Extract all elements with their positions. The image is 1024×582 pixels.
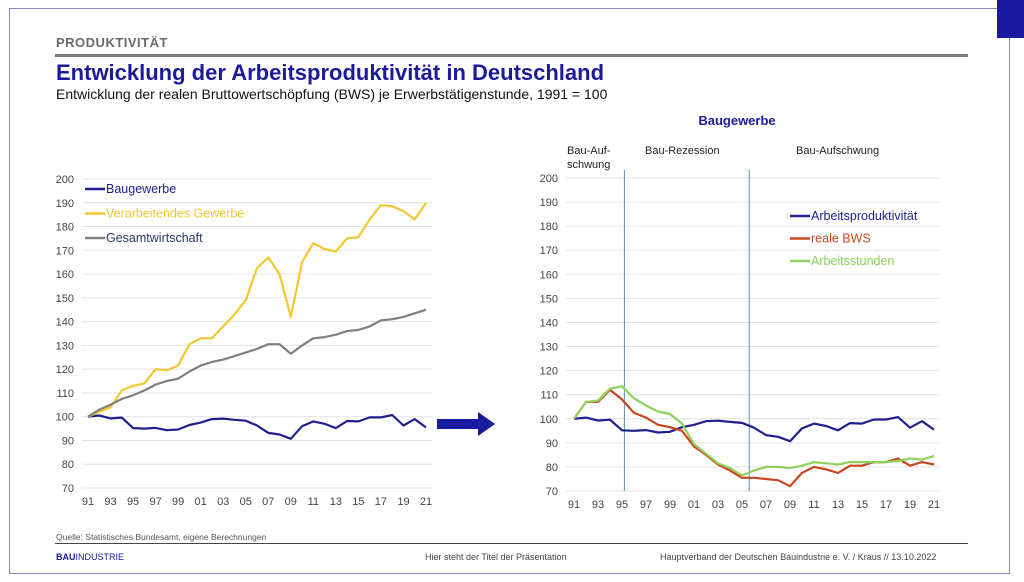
phase-label-1-line2: schwung	[567, 159, 610, 171]
header-divider	[55, 54, 968, 57]
y-tick-label: 80	[62, 459, 74, 471]
right-chart-title: Baugewerbe	[698, 113, 775, 128]
phase-label-3: Bau-Aufschwung	[796, 145, 879, 157]
y-tick-label: 160	[540, 269, 558, 281]
y-tick-label: 140	[56, 317, 74, 329]
legend-label: Baugewerbe	[106, 182, 176, 196]
x-tick-label: 03	[217, 496, 229, 508]
x-tick-label: 01	[195, 496, 207, 508]
x-tick-label: 15	[352, 496, 364, 508]
x-tick-label: 17	[375, 496, 387, 508]
presentation-title: Hier steht der Titel der Präsentation	[425, 552, 567, 562]
y-tick-label: 140	[540, 317, 558, 329]
y-tick-label: 90	[62, 435, 74, 447]
y-tick-label: 70	[62, 483, 74, 495]
x-tick-label: 05	[736, 499, 748, 511]
x-tick-label: 09	[784, 499, 796, 511]
y-tick-label: 190	[540, 197, 558, 209]
x-tick-label: 99	[172, 496, 184, 508]
series-line-baugewerbe	[87, 413, 427, 440]
logo-rest: INDUSTRIE	[75, 552, 125, 562]
x-tick-label: 15	[856, 499, 868, 511]
x-tick-label: 97	[640, 499, 652, 511]
y-tick-label: 200	[56, 174, 74, 186]
phase-label-1: Bau-Auf-	[567, 145, 611, 157]
footer-author-date: Hauptverband der Deutschen Bauindustrie …	[660, 552, 937, 562]
legend-label: Verarbeitendes Gewerbe	[106, 207, 244, 221]
x-tick-label: 11	[308, 496, 319, 508]
legend-label: reale BWS	[811, 232, 871, 246]
x-tick-label: 19	[397, 496, 409, 508]
x-tick-label: 07	[760, 499, 772, 511]
y-tick-label: 200	[540, 173, 558, 185]
y-tick-label: 150	[56, 293, 74, 305]
x-tick-label: 09	[285, 496, 297, 508]
y-tick-label: 100	[56, 412, 74, 424]
x-tick-label: 13	[330, 496, 342, 508]
x-tick-label: 99	[664, 499, 676, 511]
x-tick-label: 19	[904, 499, 916, 511]
y-tick-label: 170	[540, 245, 558, 257]
y-tick-label: 110	[56, 388, 74, 400]
x-tick-label: 21	[928, 499, 940, 511]
y-tick-label: 130	[540, 342, 558, 354]
x-tick-label: 07	[262, 496, 274, 508]
series-line-reale-bws	[573, 388, 935, 488]
x-tick-label: 17	[880, 499, 892, 511]
y-tick-label: 160	[56, 269, 74, 281]
logo: BAUINDUSTRIE	[56, 552, 124, 562]
section-label: PRODUKTIVITÄT	[56, 35, 168, 50]
chart-left: 70 80 90 100 110 120 130 140 150 160 170 180 190 200 9…	[56, 174, 432, 508]
x-tick-label: 95	[127, 496, 139, 508]
legend-label: Gesamtwirtschaft	[106, 231, 203, 245]
x-tick-label: 93	[592, 499, 604, 511]
y-tick-label: 190	[56, 198, 74, 210]
y-tick-label: 120	[540, 366, 558, 378]
phase-label-2: Bau-Rezession	[645, 145, 720, 157]
series-line-verarbeitendes-gewerbe	[87, 202, 427, 418]
legend-label: Arbeitsstunden	[811, 254, 894, 268]
chart-right: 70 80 90 100 110 120 130 140 150 160 170 180 190 200 9…	[540, 170, 940, 511]
x-tick-label: 91	[568, 499, 580, 511]
arrow-icon	[437, 412, 495, 436]
logo-bold: BAU	[56, 552, 76, 562]
y-tick-label: 100	[540, 414, 558, 426]
x-tick-label: 97	[149, 496, 161, 508]
y-tick-label: 130	[56, 340, 74, 352]
y-tick-label: 110	[540, 390, 558, 402]
x-tick-label: 03	[712, 499, 724, 511]
x-tick-label: 21	[420, 496, 432, 508]
slide-frame	[9, 8, 1010, 574]
x-tick-label: 91	[82, 496, 94, 508]
y-tick-label: 170	[56, 245, 74, 257]
y-tick-label: 180	[540, 221, 558, 233]
y-tick-label: 120	[56, 364, 74, 376]
x-tick-label: 11	[808, 499, 819, 511]
page-subtitle: Entwicklung der realen Bruttowertschöpfu…	[56, 86, 608, 102]
legend-label: Arbeitsproduktivität	[811, 209, 918, 223]
x-tick-label: 93	[104, 496, 116, 508]
x-tick-label: 05	[240, 496, 252, 508]
y-tick-label: 70	[546, 486, 558, 498]
y-tick-label: 80	[546, 462, 558, 474]
series-line-arbeitsstunden	[573, 385, 935, 477]
series-line-arbeitsproduktivit-t	[573, 416, 935, 443]
y-tick-label: 150	[540, 293, 558, 305]
x-tick-label: 95	[616, 499, 628, 511]
brand-corner-square	[997, 0, 1024, 38]
footer-divider	[55, 543, 968, 544]
y-tick-label: 90	[546, 438, 558, 450]
y-tick-label: 180	[56, 222, 74, 234]
page-title: Entwicklung der Arbeitsproduktivität in …	[56, 60, 605, 85]
x-tick-label: 01	[688, 499, 700, 511]
source-note: Quelle: Statistisches Bundesamt, eigene …	[56, 532, 267, 542]
x-tick-label: 13	[832, 499, 844, 511]
series-line-gesamtwirtschaft	[87, 308, 427, 418]
